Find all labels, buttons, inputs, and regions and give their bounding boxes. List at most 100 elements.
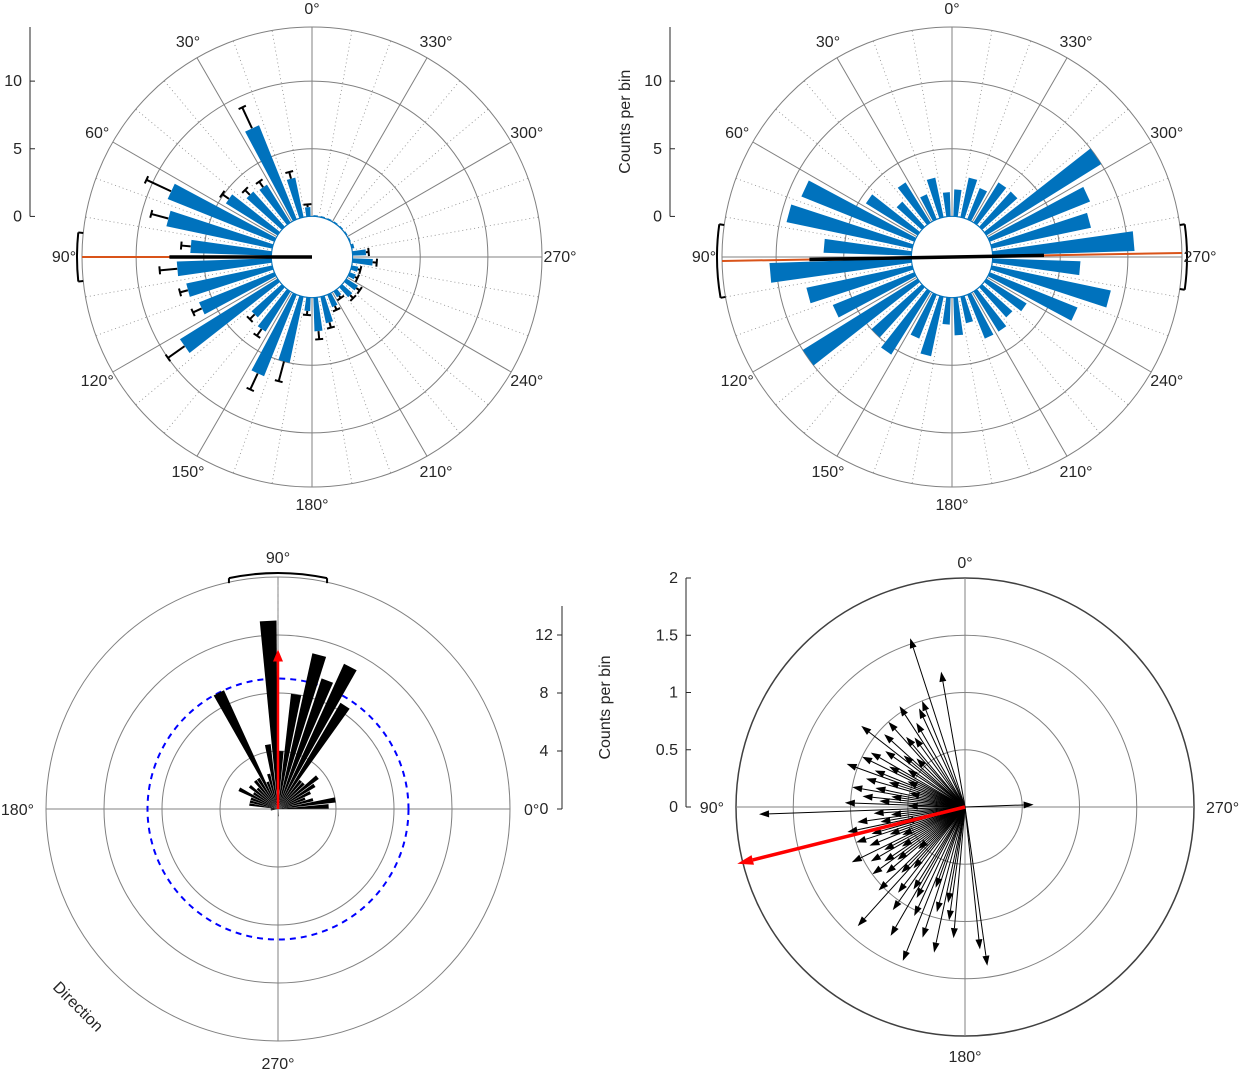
angle-tick-label: 120° bbox=[81, 373, 114, 390]
angle-tick-label: 180° bbox=[935, 497, 968, 514]
compass-vector bbox=[949, 806, 966, 894]
histogram-bar bbox=[801, 180, 917, 242]
compass-vector bbox=[893, 806, 966, 868]
compass-vector-head bbox=[932, 942, 940, 953]
angle-tick-label: 60° bbox=[725, 125, 749, 142]
angle-tick-label: 210° bbox=[1059, 464, 1092, 481]
histogram-bar bbox=[347, 272, 356, 280]
grid-spoke bbox=[986, 141, 1152, 238]
compass-vector-head bbox=[880, 816, 891, 824]
compass-vector-head bbox=[861, 725, 872, 735]
histogram-bar bbox=[769, 258, 912, 283]
error-bar-cap bbox=[367, 247, 370, 257]
histogram-bar bbox=[278, 693, 302, 809]
compass-vector bbox=[895, 806, 966, 928]
error-bar-cap bbox=[246, 315, 254, 323]
grid-spoke-minor bbox=[351, 263, 539, 298]
compass-vector-head bbox=[975, 939, 983, 950]
histogram-bar bbox=[278, 663, 357, 809]
confidence-arc bbox=[716, 224, 722, 298]
compass-vector-head bbox=[946, 909, 954, 921]
angle-tick-label: 30° bbox=[816, 34, 840, 51]
histogram-bar bbox=[264, 744, 278, 809]
compass-vector-head bbox=[884, 734, 894, 744]
angle-tick-label: 270° bbox=[1183, 249, 1216, 266]
compass-vector-head bbox=[857, 817, 868, 825]
confidence-arc-tick bbox=[720, 295, 726, 299]
compass-vector bbox=[919, 745, 966, 808]
histogram-bar bbox=[259, 184, 291, 226]
compass-vector-head bbox=[874, 770, 886, 778]
compass-vector bbox=[862, 788, 966, 808]
histogram-bar bbox=[983, 278, 1027, 312]
grid-spoke-minor bbox=[977, 287, 1101, 434]
radial-tick-label: 4 bbox=[540, 743, 549, 760]
error-bar bbox=[146, 178, 172, 193]
reference-dashed-circle bbox=[146, 677, 410, 941]
compass-vector bbox=[964, 806, 980, 940]
histogram-bar bbox=[249, 800, 278, 809]
compass-vector-head bbox=[913, 858, 923, 869]
compass-vector-head bbox=[873, 809, 884, 817]
histogram-bar bbox=[246, 191, 285, 230]
compass-vector bbox=[922, 717, 966, 808]
histogram-bar bbox=[251, 292, 297, 377]
grid-spoke bbox=[112, 141, 278, 238]
histogram-bar bbox=[339, 225, 344, 230]
grid-spoke-minor bbox=[342, 108, 489, 232]
error-bar-cap bbox=[302, 313, 312, 317]
compass-vector bbox=[885, 806, 966, 884]
histogram-bar bbox=[352, 258, 373, 266]
error-bar bbox=[192, 307, 203, 314]
angle-tick-label: 270° bbox=[543, 249, 576, 266]
histogram-bar bbox=[926, 177, 944, 219]
compass-vector bbox=[894, 729, 966, 808]
compass-vector bbox=[964, 806, 987, 956]
histogram-bar bbox=[304, 297, 311, 312]
histogram-bar bbox=[249, 803, 278, 809]
grid-spoke bbox=[971, 291, 1068, 457]
compass-vector-head bbox=[879, 798, 890, 806]
confidence-arc-tick bbox=[719, 223, 725, 226]
radial-tick-label: 10 bbox=[644, 73, 662, 90]
error-bar bbox=[159, 267, 178, 272]
angle-tick-label: 270° bbox=[1206, 800, 1239, 817]
histogram-bar bbox=[960, 177, 978, 219]
compass-vector-head bbox=[889, 766, 900, 775]
histogram-bar bbox=[278, 783, 316, 809]
histogram-bar bbox=[832, 272, 917, 318]
error-bar-cap bbox=[375, 258, 379, 267]
grid-spoke bbox=[752, 141, 918, 238]
histogram-bar bbox=[987, 272, 1078, 321]
compass-vector-head bbox=[857, 916, 868, 927]
error-bar bbox=[258, 181, 264, 188]
confidence-arc bbox=[1183, 224, 1188, 290]
histogram-bar bbox=[199, 272, 277, 315]
histogram-bar bbox=[256, 777, 278, 809]
error-bar-cap bbox=[238, 104, 247, 111]
histogram-bar bbox=[313, 297, 323, 332]
histogram-bar bbox=[979, 191, 1018, 230]
histogram-bar bbox=[267, 773, 278, 809]
grid-spoke bbox=[752, 276, 918, 373]
histogram-bar bbox=[992, 231, 1135, 256]
histogram-bar bbox=[979, 284, 1013, 318]
compass-vector-head bbox=[847, 826, 858, 834]
compass-vector-head bbox=[946, 892, 954, 903]
radial-tick-label: 2 bbox=[669, 570, 678, 587]
compass-vector-head bbox=[862, 793, 873, 801]
histogram-bar bbox=[278, 751, 284, 809]
error-bar bbox=[241, 106, 253, 129]
confidence-arc bbox=[228, 572, 328, 580]
compass-vector-head bbox=[902, 827, 913, 835]
compass-vector-head bbox=[914, 905, 922, 916]
radial-tick-label: 5 bbox=[13, 141, 22, 158]
histogram-bar bbox=[256, 787, 278, 809]
histogram-bar bbox=[910, 292, 937, 339]
grid-spoke bbox=[331, 291, 428, 457]
histogram-bar bbox=[286, 177, 304, 219]
grid-spoke bbox=[971, 57, 1068, 223]
histogram-bar bbox=[990, 265, 1111, 308]
compass-vector-head bbox=[886, 864, 896, 874]
